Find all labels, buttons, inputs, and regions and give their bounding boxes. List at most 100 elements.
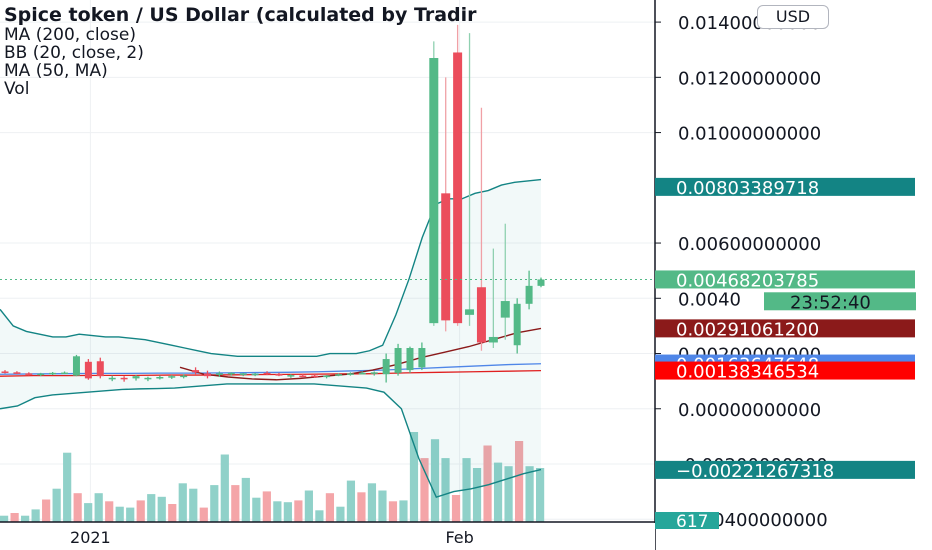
volume-bar [262, 491, 271, 522]
volume-bar [241, 477, 250, 522]
candle-body [418, 348, 426, 368]
candle-body [108, 377, 116, 380]
x-tick-label-1: Feb [445, 528, 473, 547]
y-tick-label: 0.00000000000 [678, 400, 821, 421]
y-tick-label: 0.0040 [678, 289, 741, 310]
volume-bar [346, 480, 356, 522]
volume-bar [504, 466, 513, 522]
candle-body [156, 377, 164, 379]
volume-bar [367, 483, 377, 522]
volume-bar [157, 496, 166, 522]
price-badge-label-0: 0.00803389718 [676, 178, 819, 199]
candle-body [251, 373, 259, 376]
candle-body [239, 373, 247, 375]
volume-bar [52, 488, 61, 522]
volume-bar [483, 445, 492, 522]
candle-body [382, 359, 390, 375]
candle-body [192, 370, 200, 373]
price-badge-label-5: −0.00221267318 [676, 461, 834, 482]
candle-body [465, 309, 475, 315]
indicator-ma50[interactable]: MA (50, MA) [4, 61, 108, 81]
volume-bar [388, 501, 398, 522]
price-badge-label-4: 0.00138346534 [676, 362, 819, 383]
volume-bar [252, 497, 261, 522]
volume-bar [294, 500, 303, 522]
volume-bar [147, 494, 156, 522]
candle-body [394, 348, 402, 373]
volume-bar [42, 499, 51, 522]
time-axis-bg [0, 523, 655, 550]
volume-bar [31, 509, 40, 522]
price-badge-1 [655, 270, 915, 289]
indicator-ma200[interactable]: MA (200, close) [4, 25, 137, 45]
price-badge-label-2: 0.00291061200 [676, 319, 819, 340]
y-tick-label: 0.01200000000 [678, 68, 821, 89]
volume-bar [231, 485, 240, 522]
volume-bar [105, 501, 114, 522]
candle-body [346, 373, 354, 375]
candle-body [358, 372, 366, 375]
candle-body [275, 373, 283, 376]
candle-body [49, 372, 57, 375]
candle-body [132, 376, 140, 379]
chart-legend: Spice token / US Dollar (calculated by T… [4, 4, 652, 98]
volume-bar [73, 493, 82, 522]
volume-bar [126, 507, 135, 522]
volume-bar [357, 492, 366, 522]
candle-body [203, 373, 211, 377]
volume-bar [536, 468, 545, 522]
price-badge-4 [655, 361, 915, 380]
volume-bar [315, 510, 324, 522]
volume-bar [199, 507, 208, 522]
price-badge-5 [655, 460, 915, 479]
volume-bar [168, 504, 177, 522]
volume-bar [514, 441, 524, 522]
price-badge-0 [655, 177, 915, 196]
volume-bar [409, 432, 419, 522]
candle-body [144, 377, 152, 380]
indicator-bb[interactable]: BB (20, close, 2) [4, 43, 144, 63]
candle-body [96, 361, 104, 377]
indicator-vol[interactable]: Vol [4, 79, 30, 99]
candle-body [429, 58, 439, 324]
countdown-badge [764, 292, 916, 311]
volume-bar [336, 506, 345, 522]
candle-body [311, 375, 319, 378]
volume-bar [378, 490, 387, 522]
volume-bar [525, 466, 534, 522]
candle-body [72, 356, 80, 376]
candle-body [168, 376, 176, 378]
candle-body [537, 279, 545, 286]
candle-body [488, 336, 498, 343]
price-badge-2 [655, 319, 915, 338]
candle-body [476, 287, 486, 343]
y-tick-label: 0.00600000000 [678, 234, 821, 255]
candle-body [299, 375, 307, 378]
candle-body [1, 371, 9, 373]
candle-body [215, 373, 223, 375]
currency-button[interactable]: USD [757, 5, 829, 29]
volume-bar [273, 501, 282, 522]
candle-body [263, 372, 271, 375]
candle-body [37, 373, 45, 376]
candle-body [525, 285, 533, 304]
volume-bar [189, 488, 198, 522]
candle-body [335, 374, 343, 376]
volume-bar [304, 490, 313, 522]
candle-body [453, 52, 463, 324]
candle-body [406, 348, 414, 371]
candle-body [441, 193, 451, 321]
candle-body [513, 303, 521, 346]
chart-title: Spice token / US Dollar (calculated by T… [4, 4, 477, 26]
candle-body [227, 372, 235, 375]
countdown-label: 23:52:40 [790, 292, 871, 313]
volume-bar [0, 515, 9, 522]
candle-body [500, 301, 510, 318]
volume-bar [63, 452, 72, 522]
candle-body [25, 373, 33, 375]
volume-bar [178, 483, 187, 522]
volume-bar [10, 513, 19, 522]
volume-bar [94, 493, 103, 522]
volume-bar [493, 462, 503, 522]
